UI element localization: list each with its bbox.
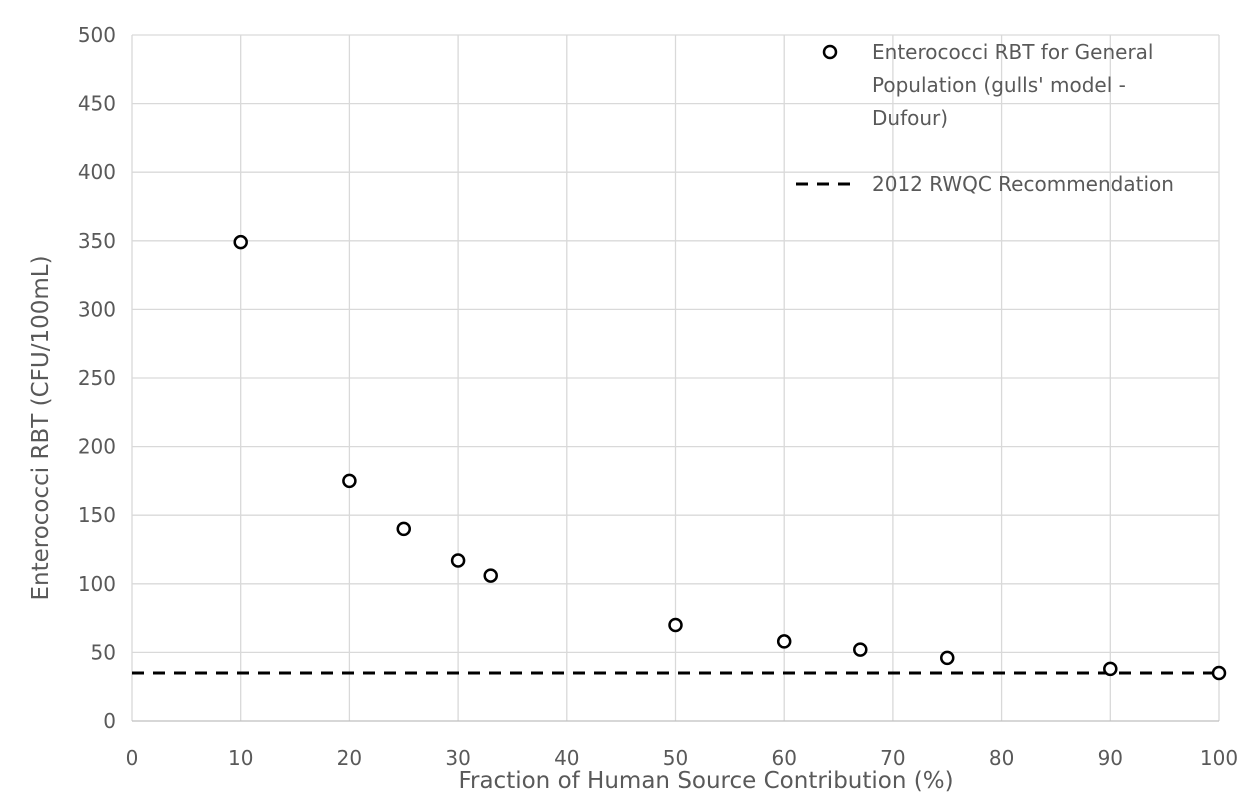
legend-label-series-line-1: Enterococci RBT for General — [872, 40, 1153, 64]
x-tick-labels: 0 10 20 30 40 50 60 70 80 90 100 — [126, 746, 1238, 770]
x-tick-label: 60 — [771, 746, 796, 770]
x-tick-label: 50 — [663, 746, 688, 770]
axes — [131, 35, 1219, 722]
gridlines — [132, 34, 1220, 721]
data-point — [853, 642, 868, 657]
y-tick-labels: 0 50 100 150 200 250 300 350 400 450 500 — [78, 23, 116, 733]
data-point — [1211, 665, 1227, 681]
x-tick-label: 70 — [880, 746, 905, 770]
y-tick-label: 0 — [103, 709, 116, 733]
data-point — [776, 634, 792, 649]
data-point — [668, 617, 683, 633]
legend-label-series-line-3: Dufour) — [872, 106, 948, 130]
x-tick-label: 0 — [126, 746, 139, 770]
y-tick-label: 300 — [78, 297, 116, 321]
x-tick-label: 10 — [228, 746, 253, 770]
x-tick-label: 100 — [1200, 746, 1238, 770]
y-tick-label: 350 — [78, 229, 116, 253]
x-tick-label: 20 — [337, 746, 362, 770]
y-tick-label: 50 — [91, 640, 116, 664]
x-tick-label: 80 — [989, 746, 1014, 770]
data-point — [450, 553, 466, 568]
y-tick-label: 400 — [78, 160, 116, 184]
data-point — [396, 521, 411, 537]
legend: Enterococci RBT for General Population (… — [796, 40, 1174, 196]
x-axis-title: Fraction of Human Source Contribution (%… — [458, 768, 953, 794]
y-tick-label: 150 — [78, 503, 116, 527]
y-tick-label: 250 — [78, 366, 116, 390]
y-tick-label: 200 — [78, 435, 116, 459]
data-point — [1103, 661, 1118, 677]
y-tick-label: 450 — [78, 92, 116, 116]
x-tick-label: 40 — [554, 746, 579, 770]
data-point — [233, 234, 248, 250]
data-point — [342, 473, 357, 489]
y-tick-label: 100 — [78, 572, 116, 596]
data-point — [483, 568, 498, 583]
y-axis-title: Enterococci RBT (CFU/100mL) — [28, 255, 54, 600]
x-tick-label: 30 — [445, 746, 470, 770]
legend-marker-circle — [822, 44, 838, 60]
legend-label-reference: 2012 RWQC Recommendation — [872, 172, 1174, 196]
y-tick-label: 500 — [78, 23, 116, 47]
x-tick-label: 90 — [1098, 746, 1123, 770]
legend-label-series-line-2: Population (gulls' model - — [872, 73, 1126, 97]
data-point — [940, 650, 955, 666]
data-points — [233, 234, 1227, 681]
